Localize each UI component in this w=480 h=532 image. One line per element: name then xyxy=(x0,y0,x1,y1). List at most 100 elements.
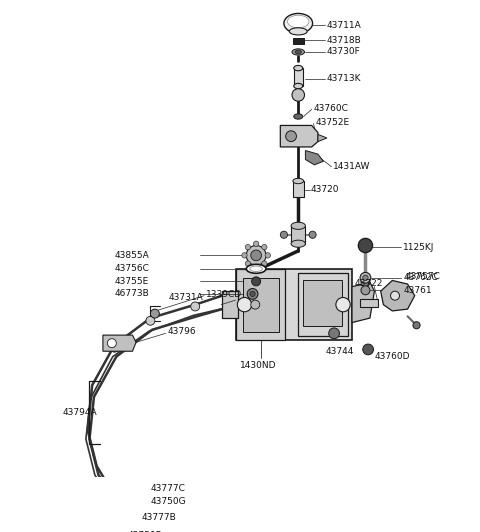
Circle shape xyxy=(237,297,252,312)
Polygon shape xyxy=(352,282,374,322)
Circle shape xyxy=(280,231,288,238)
Text: 43760C: 43760C xyxy=(313,104,348,113)
Text: 43756C: 43756C xyxy=(115,264,149,273)
Circle shape xyxy=(129,498,136,505)
Bar xyxy=(291,226,305,244)
Circle shape xyxy=(253,241,259,246)
Ellipse shape xyxy=(293,178,304,184)
Circle shape xyxy=(286,131,297,142)
Circle shape xyxy=(262,261,267,267)
Ellipse shape xyxy=(117,531,126,532)
Text: 43750B: 43750B xyxy=(128,531,163,532)
Ellipse shape xyxy=(291,222,305,229)
Circle shape xyxy=(292,89,304,101)
Text: 43760D: 43760D xyxy=(374,352,410,361)
Bar xyxy=(119,521,124,532)
Circle shape xyxy=(363,275,368,280)
Text: 1339CD: 1339CD xyxy=(206,290,242,300)
Circle shape xyxy=(360,272,371,283)
Text: 43711A: 43711A xyxy=(327,21,361,30)
Text: 43777B: 43777B xyxy=(142,513,176,522)
Circle shape xyxy=(363,344,373,355)
Circle shape xyxy=(109,518,116,525)
Circle shape xyxy=(265,253,270,258)
Circle shape xyxy=(114,504,130,521)
Bar xyxy=(298,273,348,336)
Polygon shape xyxy=(381,280,415,311)
Bar xyxy=(110,529,116,532)
Circle shape xyxy=(361,278,370,287)
Text: 46773B: 46773B xyxy=(115,289,149,298)
Circle shape xyxy=(336,297,350,312)
Text: 43722: 43722 xyxy=(355,279,383,288)
Ellipse shape xyxy=(291,240,305,247)
Circle shape xyxy=(247,288,258,300)
Circle shape xyxy=(391,291,399,300)
Circle shape xyxy=(108,339,116,347)
Circle shape xyxy=(358,238,372,253)
Text: 43720: 43720 xyxy=(311,186,339,195)
Bar xyxy=(293,38,304,44)
Bar xyxy=(222,291,238,318)
Circle shape xyxy=(251,300,260,309)
Text: 43731A: 43731A xyxy=(168,293,203,302)
Ellipse shape xyxy=(130,521,135,523)
Bar xyxy=(294,68,303,86)
Bar xyxy=(236,269,352,340)
Circle shape xyxy=(251,250,262,261)
Circle shape xyxy=(246,245,266,265)
Text: 1431AW: 1431AW xyxy=(333,162,371,171)
Ellipse shape xyxy=(289,28,307,35)
Circle shape xyxy=(245,261,251,267)
Circle shape xyxy=(309,231,316,238)
Text: 43755E: 43755E xyxy=(115,277,149,286)
Text: 43761: 43761 xyxy=(403,286,432,295)
Circle shape xyxy=(110,343,119,352)
Text: 43752E: 43752E xyxy=(315,118,349,127)
Text: 1125KJ: 1125KJ xyxy=(403,243,434,252)
Text: 43757C: 43757C xyxy=(406,272,441,281)
Ellipse shape xyxy=(246,264,266,273)
Circle shape xyxy=(253,264,259,270)
Ellipse shape xyxy=(288,15,309,28)
Circle shape xyxy=(262,244,267,250)
Circle shape xyxy=(361,286,370,295)
Circle shape xyxy=(118,509,125,516)
Text: 43796: 43796 xyxy=(168,327,196,336)
Polygon shape xyxy=(305,151,324,165)
Polygon shape xyxy=(103,335,136,351)
Circle shape xyxy=(413,322,420,329)
Text: 1430ND: 1430ND xyxy=(240,361,276,370)
Circle shape xyxy=(105,513,121,529)
Text: 43794A: 43794A xyxy=(62,408,97,417)
Ellipse shape xyxy=(250,266,263,271)
Circle shape xyxy=(252,277,261,286)
Bar xyxy=(360,300,378,307)
Bar xyxy=(303,279,342,326)
Text: 43730F: 43730F xyxy=(327,47,360,56)
Bar xyxy=(293,181,304,197)
Ellipse shape xyxy=(294,114,303,119)
Circle shape xyxy=(242,253,247,258)
Ellipse shape xyxy=(294,84,303,89)
Polygon shape xyxy=(280,126,318,147)
Text: 43744: 43744 xyxy=(325,347,353,356)
Text: 43777C: 43777C xyxy=(150,484,185,493)
Polygon shape xyxy=(318,135,327,142)
Text: 43713K: 43713K xyxy=(327,74,361,84)
Text: 43718B: 43718B xyxy=(327,36,361,45)
Ellipse shape xyxy=(292,49,304,55)
Bar xyxy=(243,278,278,331)
Text: 43750G: 43750G xyxy=(150,497,186,506)
Text: 43855A: 43855A xyxy=(115,251,149,260)
Circle shape xyxy=(329,328,339,339)
Circle shape xyxy=(191,302,200,311)
Circle shape xyxy=(250,291,255,296)
Circle shape xyxy=(146,317,155,325)
Ellipse shape xyxy=(295,50,301,54)
Circle shape xyxy=(150,309,159,318)
Ellipse shape xyxy=(294,65,303,71)
Circle shape xyxy=(124,494,141,510)
Ellipse shape xyxy=(128,520,137,525)
Text: 43762C: 43762C xyxy=(403,273,438,282)
